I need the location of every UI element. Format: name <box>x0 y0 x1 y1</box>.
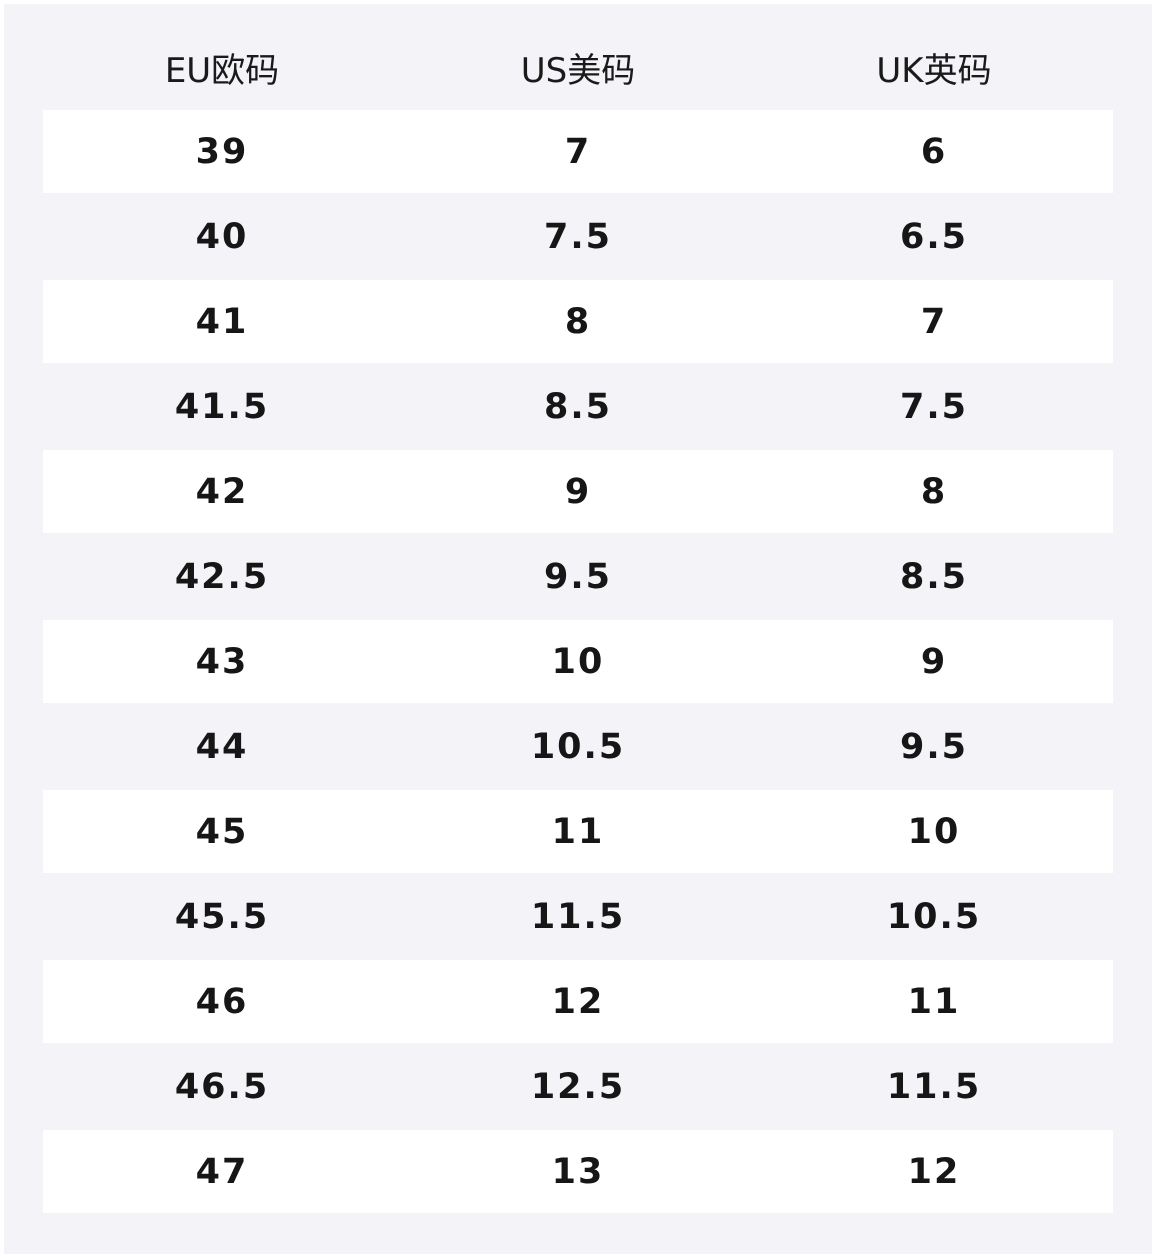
table-cell: 7 <box>564 131 592 172</box>
header-cell: US美码 <box>520 51 636 91</box>
table-cell: 7.5 <box>543 216 612 257</box>
table-cell: 8 <box>920 471 948 512</box>
header-cell: UK英码 <box>876 51 992 91</box>
table-cell: 9.5 <box>543 556 612 597</box>
table-row: 47 13 12 <box>43 1130 1113 1213</box>
table-cell: 11 <box>907 981 961 1022</box>
header-cell: EU欧码 <box>164 51 280 91</box>
table-cell: 11.5 <box>886 1066 982 1107</box>
table-cell: 8 <box>564 301 592 342</box>
table-cell: 9 <box>920 641 948 682</box>
table-cell: 6 <box>920 131 948 172</box>
table-cell: 6.5 <box>899 216 968 257</box>
table-row: 45 11 10 <box>43 790 1113 873</box>
table-cell: 10 <box>907 811 961 852</box>
table-row: 40 7.5 6.5 <box>43 195 1113 278</box>
table-row: 46.5 12.5 11.5 <box>43 1045 1113 1128</box>
table-cell: 9.5 <box>899 726 968 767</box>
table-cell: 8.5 <box>543 386 612 427</box>
table-cell: 7 <box>920 301 948 342</box>
table-cell: 46.5 <box>174 1066 270 1107</box>
table-row: 46 12 11 <box>43 960 1113 1043</box>
table-cell: 43 <box>195 641 249 682</box>
table-row: 42.5 9.5 8.5 <box>43 535 1113 618</box>
table-row: 42 9 8 <box>43 450 1113 533</box>
table-cell: 47 <box>195 1151 249 1192</box>
table-cell: 44 <box>195 726 249 767</box>
table-cell: 12 <box>907 1151 961 1192</box>
table-cell: 41 <box>195 301 249 342</box>
header-row: EU欧码 US美码 UK英码 <box>43 26 1113 109</box>
table-cell: 11.5 <box>530 896 626 937</box>
table-cell: 10.5 <box>886 896 982 937</box>
table-cell: 13 <box>551 1151 605 1192</box>
table-row: 44 10.5 9.5 <box>43 705 1113 788</box>
table-cell: 10.5 <box>530 726 626 767</box>
table-row: 45.5 11.5 10.5 <box>43 875 1113 958</box>
table-cell: 7.5 <box>899 386 968 427</box>
table-cell: 9 <box>564 471 592 512</box>
table-row: 39 7 6 <box>43 110 1113 193</box>
table-cell: 12.5 <box>530 1066 626 1107</box>
table-row: 43 10 9 <box>43 620 1113 703</box>
table-cell: 42.5 <box>174 556 270 597</box>
table-cell: 45 <box>195 811 249 852</box>
table-cell: 11 <box>551 811 605 852</box>
table-cell: 10 <box>551 641 605 682</box>
table-cell: 12 <box>551 981 605 1022</box>
table-cell: 8.5 <box>899 556 968 597</box>
table-row: 41.5 8.5 7.5 <box>43 365 1113 448</box>
table-cell: 41.5 <box>174 386 270 427</box>
table-row: 41 8 7 <box>43 280 1113 363</box>
size-table: EU欧码 US美码 UK英码 39 7 6 40 7.5 6.5 41 8 7 41.5 8.5 7.5 42… <box>4 4 1152 1254</box>
table-cell: 39 <box>195 131 249 172</box>
table-cell: 40 <box>195 216 249 257</box>
table-cell: 46 <box>195 981 249 1022</box>
table-cell: 42 <box>195 471 249 512</box>
table-cell: 45.5 <box>174 896 270 937</box>
